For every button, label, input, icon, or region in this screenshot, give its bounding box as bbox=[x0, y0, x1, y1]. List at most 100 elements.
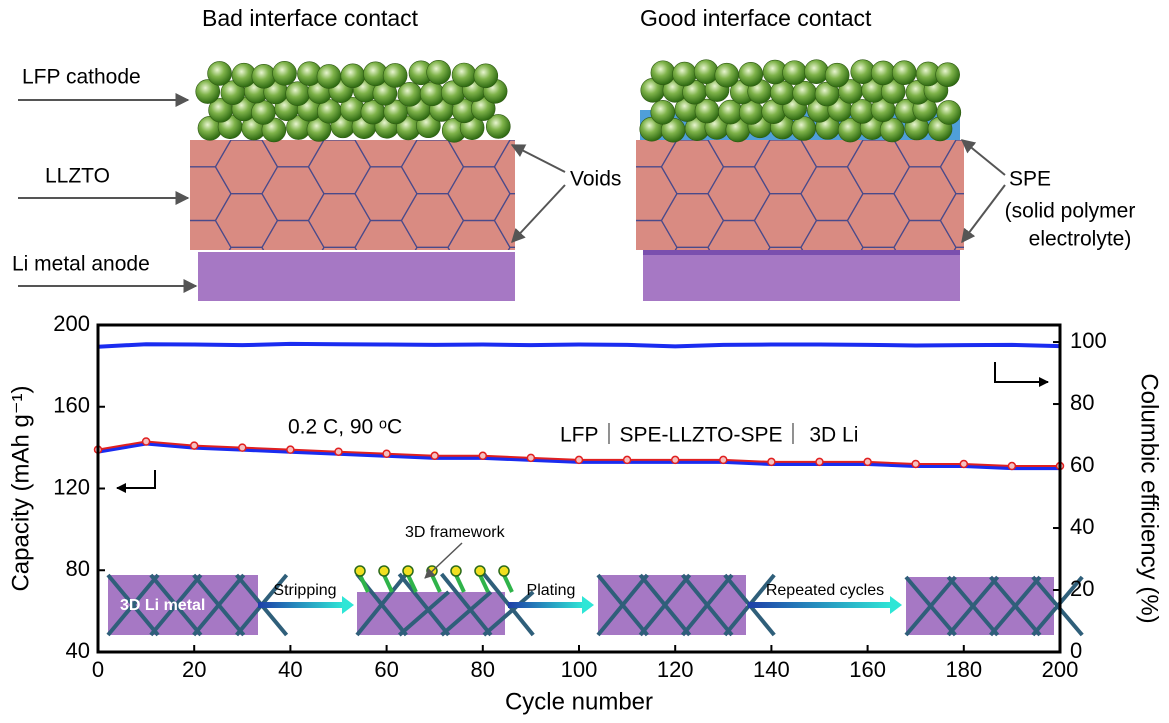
particle bbox=[207, 61, 232, 86]
particle bbox=[426, 59, 451, 85]
y2-axis-label: Columbic efficiency (%) bbox=[1136, 373, 1163, 623]
data-point bbox=[238, 443, 247, 452]
framework bbox=[149, 573, 203, 637]
particle bbox=[272, 60, 297, 86]
x-tick-label: 120 bbox=[657, 657, 694, 682]
x-tick-label: 60 bbox=[374, 657, 398, 682]
data-point bbox=[670, 455, 680, 465]
x-tick-label: 40 bbox=[278, 657, 302, 682]
data-point bbox=[767, 457, 776, 467]
li-ion bbox=[498, 565, 510, 577]
process-arrow bbox=[748, 602, 892, 608]
particle bbox=[935, 62, 960, 87]
particle bbox=[693, 59, 719, 84]
framework bbox=[192, 573, 246, 637]
annotation: 0.2 C, 90 ᵒC bbox=[288, 416, 402, 439]
framework-top bbox=[454, 574, 466, 593]
data-point bbox=[526, 453, 536, 463]
framework-top bbox=[430, 574, 442, 593]
axis-indicator bbox=[994, 362, 1049, 387]
framework-top bbox=[502, 574, 514, 593]
particle bbox=[473, 63, 499, 89]
spe-label: SPE bbox=[1009, 168, 1051, 191]
process-arrow bbox=[508, 602, 584, 608]
grain bbox=[493, 140, 515, 195]
grain bbox=[953, 246, 964, 250]
particle bbox=[770, 80, 795, 106]
framework bbox=[989, 575, 1042, 637]
axis-indicator bbox=[116, 470, 156, 493]
data-point bbox=[430, 451, 439, 461]
series-line bbox=[97, 341, 1061, 349]
data-point bbox=[382, 449, 391, 459]
label: LLZTO bbox=[45, 165, 110, 188]
data-point bbox=[959, 459, 969, 469]
particle bbox=[804, 59, 829, 84]
process-label: Plating bbox=[527, 582, 576, 599]
data-point bbox=[574, 455, 584, 465]
data-point bbox=[334, 447, 343, 456]
data-point bbox=[1007, 461, 1017, 471]
spe-label: (solid polymer bbox=[1005, 200, 1136, 223]
framework bbox=[904, 575, 957, 637]
framework bbox=[946, 575, 1000, 637]
framework bbox=[1031, 575, 1084, 637]
plot-frame bbox=[96, 323, 1062, 654]
y2-tick-label: 60 bbox=[1070, 452, 1094, 477]
x-tick-label: 0 bbox=[92, 657, 104, 682]
framework bbox=[638, 573, 692, 637]
framework bbox=[681, 573, 734, 637]
particle bbox=[824, 62, 850, 88]
framework bbox=[106, 573, 160, 637]
llzto bbox=[636, 140, 964, 250]
x-tick-label: 180 bbox=[945, 657, 982, 682]
particle bbox=[738, 61, 764, 87]
y2-tick-label: 20 bbox=[1070, 576, 1094, 601]
data-point bbox=[189, 441, 199, 450]
grain bbox=[493, 193, 515, 249]
li-ion bbox=[474, 565, 486, 577]
framework bbox=[397, 590, 450, 637]
data-point bbox=[286, 445, 295, 454]
particle bbox=[870, 60, 896, 86]
y-tick-label: 160 bbox=[53, 393, 90, 418]
particle bbox=[419, 81, 445, 107]
data-point bbox=[478, 451, 488, 461]
process-arrow-head bbox=[342, 596, 354, 614]
particle bbox=[792, 80, 817, 106]
label: Li metal anode bbox=[12, 253, 150, 276]
arrow bbox=[511, 184, 566, 244]
y2-tick-label: 100 bbox=[1070, 328, 1107, 353]
data-point bbox=[863, 457, 872, 467]
data-point bbox=[719, 455, 728, 465]
y-tick-label: 120 bbox=[53, 474, 90, 499]
chart: Stripping Plating Repeated cycles 3D Li met… bbox=[7, 311, 1162, 716]
particle bbox=[195, 79, 221, 104]
process-arrow-head bbox=[890, 596, 902, 614]
framework-top bbox=[406, 574, 418, 593]
y-tick-label: 200 bbox=[53, 311, 90, 336]
y2-tick-label: 0 bbox=[1070, 638, 1082, 663]
x-tick-label: 200 bbox=[1042, 657, 1079, 682]
process-arrow bbox=[258, 602, 344, 608]
grain bbox=[939, 140, 964, 195]
particle bbox=[251, 63, 277, 89]
particle bbox=[251, 100, 276, 125]
framework bbox=[482, 590, 535, 637]
data-point bbox=[815, 457, 824, 467]
x-tick-label: 20 bbox=[182, 657, 206, 682]
particle bbox=[485, 114, 511, 139]
process-arrow-head bbox=[582, 596, 594, 614]
li-ion bbox=[402, 565, 414, 577]
y2-tick-label: 80 bbox=[1070, 390, 1094, 415]
framework bbox=[440, 572, 493, 637]
arrow bbox=[960, 139, 1006, 176]
spe-label: electrolyte) bbox=[1029, 228, 1132, 251]
x-tick-label: 160 bbox=[849, 657, 886, 682]
particle bbox=[382, 63, 408, 88]
li-ion bbox=[450, 565, 462, 577]
grain bbox=[507, 246, 515, 250]
li-anode bbox=[198, 252, 515, 301]
particle bbox=[451, 62, 477, 88]
spe-line bbox=[643, 250, 960, 255]
